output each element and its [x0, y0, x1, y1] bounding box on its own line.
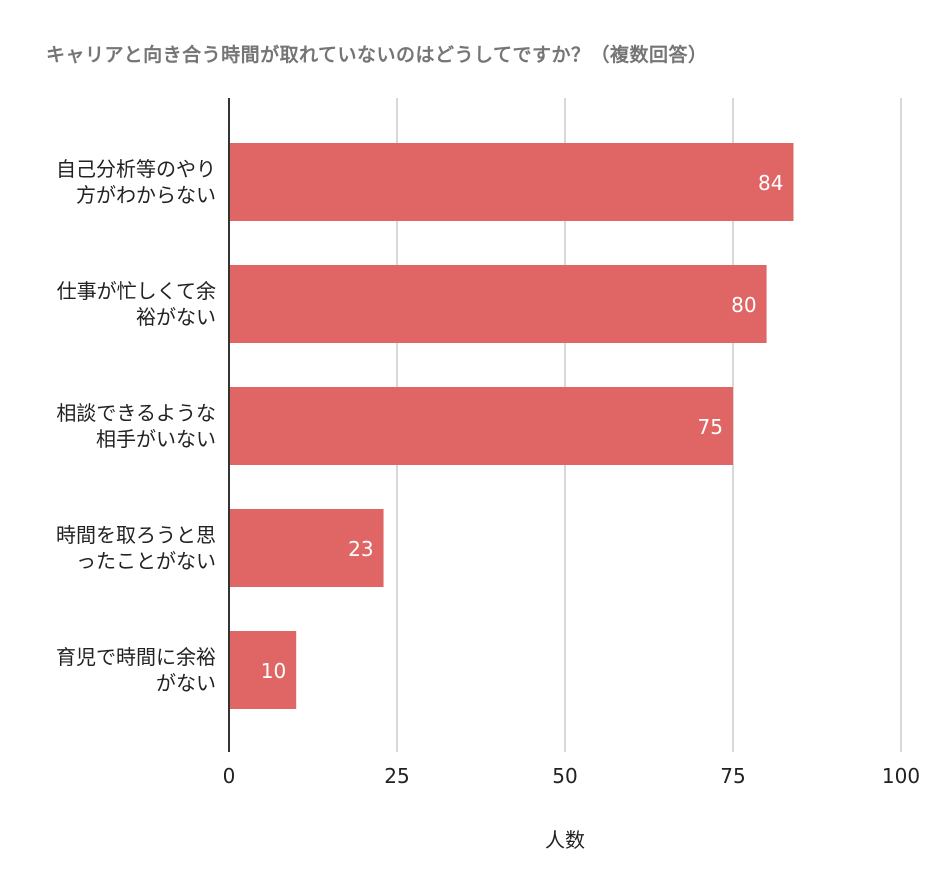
- chart-title: キャリアと向き合う時間が取れていないのはどうしてですか？（複数回答）: [46, 44, 708, 66]
- bar: [229, 265, 767, 343]
- bar: [229, 143, 794, 221]
- x-tick-label: 50: [552, 764, 578, 788]
- category-label: 自己分析等のやり方がわからない: [56, 157, 216, 207]
- x-tick-label: 25: [384, 764, 410, 788]
- data-label: 75: [698, 415, 723, 439]
- x-tick-label: 100: [881, 764, 921, 788]
- data-label: 10: [261, 659, 286, 683]
- category-label: 育児で時間に余裕がない: [56, 645, 216, 695]
- data-label: 80: [731, 293, 756, 317]
- data-label: 23: [348, 537, 373, 561]
- x-tick-label: 0: [222, 764, 236, 788]
- category-label: 相談できるような相手がいない: [56, 401, 216, 451]
- bar: [229, 387, 733, 465]
- x-tick-label: 75: [720, 764, 746, 788]
- category-label: 時間を取ろうと思ったことがない: [56, 523, 216, 573]
- category-label: 仕事が忙しくて余裕がない: [56, 279, 216, 329]
- data-label: 84: [758, 171, 783, 195]
- bar: [229, 509, 384, 587]
- bar: [229, 631, 297, 709]
- x-axis-title: 人数: [545, 828, 585, 852]
